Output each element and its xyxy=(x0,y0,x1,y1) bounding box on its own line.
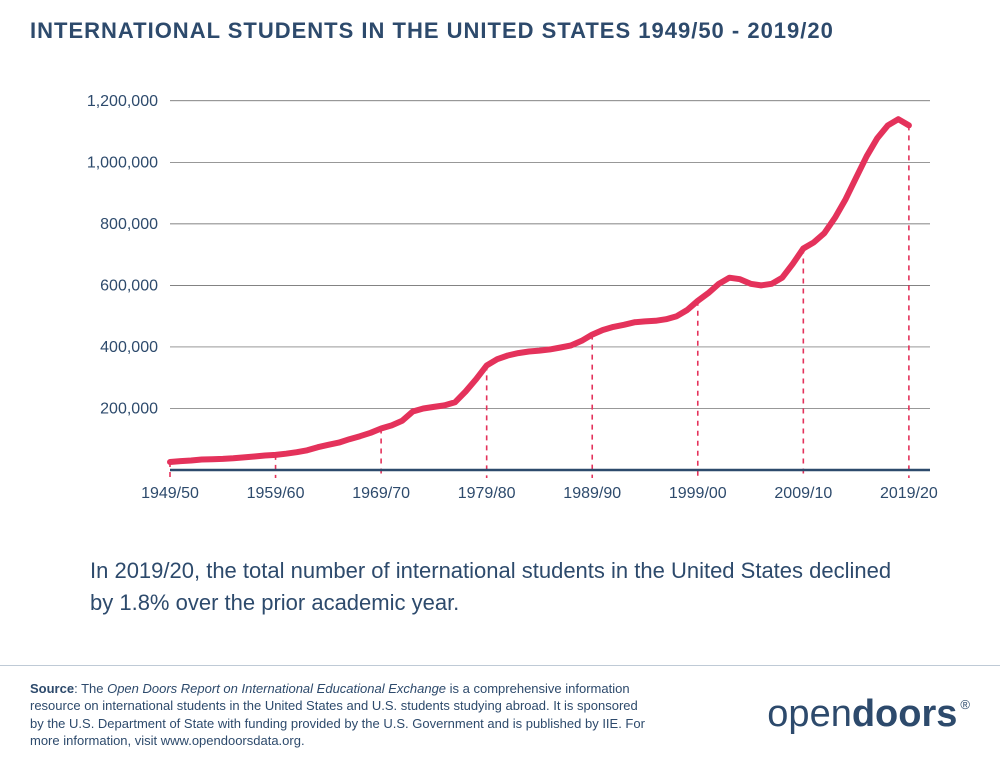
y-tick-label: 800,000 xyxy=(100,216,158,233)
logo-open: open xyxy=(767,693,852,736)
y-tick-label: 400,000 xyxy=(100,339,158,356)
y-tick-label: 600,000 xyxy=(100,277,158,294)
x-tick-label: 1979/80 xyxy=(458,485,516,502)
x-tick-label: 2009/10 xyxy=(774,485,832,502)
x-tick-label: 2019/20 xyxy=(880,485,938,502)
y-tick-label: 1,200,000 xyxy=(87,93,158,110)
x-tick-label: 1959/60 xyxy=(247,485,305,502)
data-series-line xyxy=(170,119,909,462)
x-tick-label: 1969/70 xyxy=(352,485,410,502)
x-tick-label: 1949/50 xyxy=(141,485,199,502)
logo-registered-icon: ® xyxy=(960,697,970,712)
x-tick-label: 1989/90 xyxy=(563,485,621,502)
x-tick-label: 1999/00 xyxy=(669,485,727,502)
logo-doors: doors xyxy=(852,693,958,736)
footer: Source: The Open Doors Report on Interna… xyxy=(0,665,1000,768)
chart-container: 200,000 400,000 600,000 800,000 1,000,000 1,2… xyxy=(50,60,950,520)
chart-caption: In 2019/20, the total number of internat… xyxy=(90,555,910,619)
y-tick-label: 1,000,000 xyxy=(87,154,158,171)
y-tick-label: 200,000 xyxy=(100,400,158,417)
line-chart: 200,000 400,000 600,000 800,000 1,000,000 1,2… xyxy=(50,60,950,520)
opendoors-logo: opendoors® xyxy=(767,693,970,736)
report-title: Open Doors Report on International Educa… xyxy=(107,681,446,696)
page-title: INTERNATIONAL STUDENTS IN THE UNITED STA… xyxy=(30,18,834,44)
source-text: Source: The Open Doors Report on Interna… xyxy=(30,680,650,750)
source-label: Source xyxy=(30,681,74,696)
